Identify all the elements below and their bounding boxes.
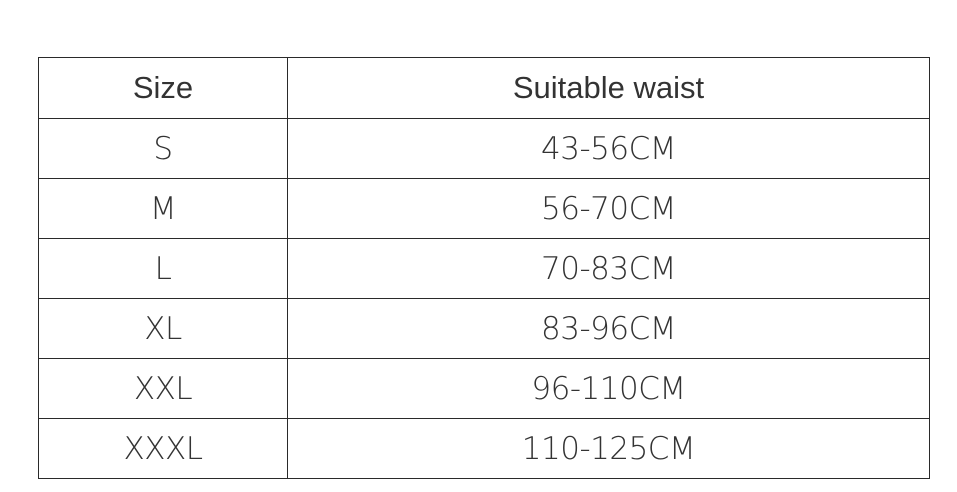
size-cell: XXL: [38, 358, 288, 419]
header-row: Size Suitable waist: [38, 57, 930, 119]
size-cell: S: [38, 118, 288, 179]
waist-cell: 43-56CM: [287, 118, 930, 179]
table-row: M 56-70CM: [38, 178, 930, 239]
waist-cell: 56-70CM: [287, 178, 930, 239]
table-row: S 43-56CM: [38, 118, 930, 179]
size-cell: L: [38, 238, 288, 299]
table-row: XXL 96-110CM: [38, 358, 930, 419]
table-row: L 70-83CM: [38, 238, 930, 299]
waist-cell: 110-125CM: [287, 418, 930, 479]
header-cell: Size: [38, 57, 288, 119]
header-cell: Suitable waist: [287, 57, 930, 119]
waist-cell: 96-110CM: [287, 358, 930, 419]
table-row: XL 83-96CM: [38, 298, 930, 359]
size-cell: XXXL: [38, 418, 288, 479]
table-row: XXXL 110-125CM: [38, 418, 930, 479]
size-cell: XL: [38, 298, 288, 359]
waist-cell: 70-83CM: [287, 238, 930, 299]
size-table: Size Suitable waist S 43-56CM M 56-70CM L 70-8…: [38, 57, 930, 479]
table-body: S 43-56CM M 56-70CM L 70-83CM XL 83-96CM XXL 96-1…: [38, 118, 930, 479]
size-cell: M: [38, 178, 288, 239]
waist-cell: 83-96CM: [287, 298, 930, 359]
